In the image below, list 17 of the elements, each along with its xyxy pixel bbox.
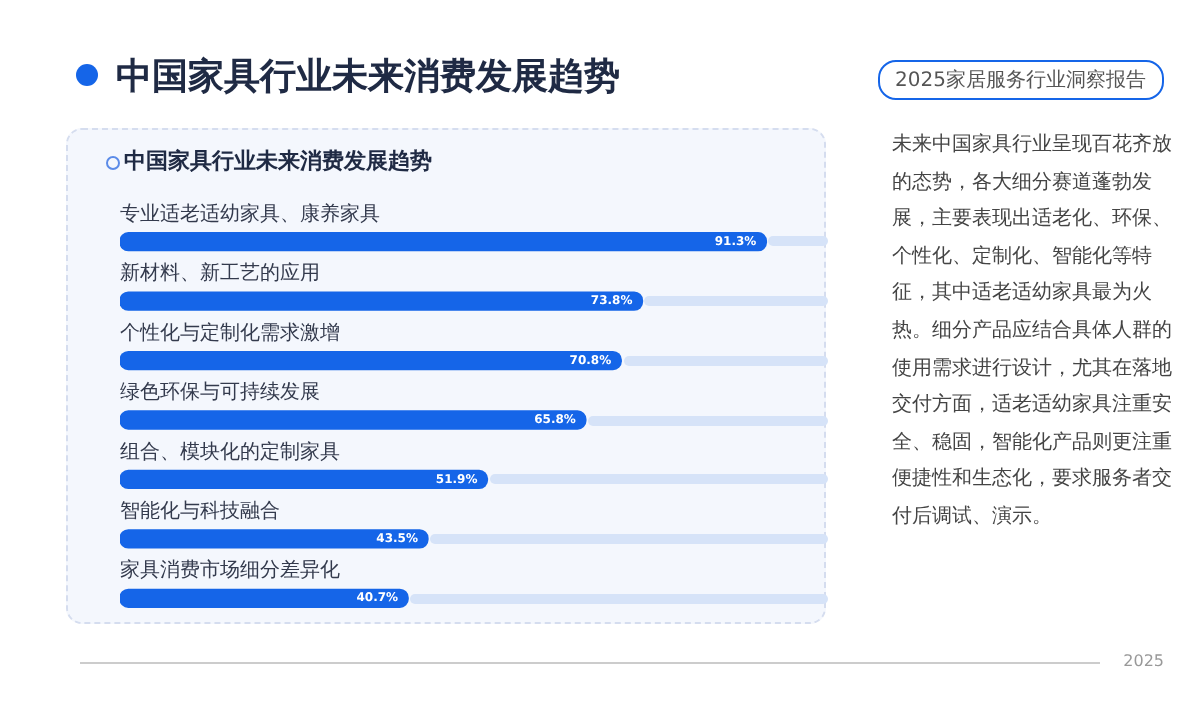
text: 2025家居服务行业洞察报告 bbox=[877, 60, 1164, 100]
y-tick-label: 组合、模块化的定制家具 bbox=[120, 439, 340, 464]
text: 未来中国家具行业呈现百花齐放的态势，各大细分赛道蓬勃发展，主要表现出适老化、环保、个性化、定制化、智能化等特征，其中适老适幼家具最为火热。细分产品应结合具体人群的使用需求进行设计，尤其在落地交付方面，适老适幼家具注重安全、稳固，智能化产品则更注重便捷性和生态化，要求服务者交付后调试、演示。 bbox=[892, 134, 1172, 528]
y-tick-label: 智能化与科技融合 bbox=[120, 499, 280, 524]
bar bbox=[120, 469, 489, 490]
y-tick-label: 专业适老适幼家具、康养家具 bbox=[120, 201, 380, 226]
bar bbox=[120, 588, 409, 608]
y-tick-label: 家具消费市场细分差异化 bbox=[120, 558, 340, 583]
y-tick-label: 新材料、新工艺的应用 bbox=[120, 261, 320, 286]
y-tick-label: 个性化与定制化需求激增 bbox=[120, 320, 340, 345]
chart-title: 中国家具行业未来消费发展趋势 bbox=[116, 54, 620, 100]
bar bbox=[120, 232, 768, 252]
text: 2025 bbox=[1123, 652, 1164, 670]
y-tick-label: 绿色环保与可持续发展 bbox=[120, 380, 320, 405]
bar bbox=[120, 350, 622, 371]
chart-subtitle: 中国家具行业未来消费发展趋势 bbox=[124, 146, 432, 176]
bar bbox=[120, 410, 587, 430]
